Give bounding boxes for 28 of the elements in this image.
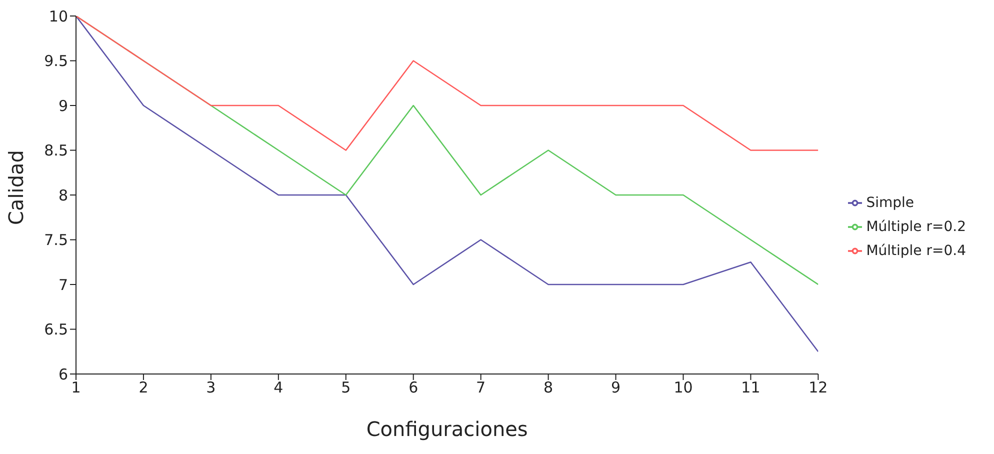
- y-tick-label: 6.5: [44, 320, 68, 339]
- x-tick-label: 5: [341, 378, 351, 397]
- x-tick-label: 3: [206, 378, 216, 397]
- legend-label: Simple: [866, 195, 914, 211]
- y-tick-label: 8: [58, 186, 68, 204]
- x-tick-label: 8: [544, 378, 554, 397]
- line-series: [76, 16, 818, 352]
- x-axis-title: Configuraciones: [366, 417, 528, 441]
- x-tick-label: 7: [476, 378, 486, 397]
- x-tick-label: 12: [808, 378, 828, 397]
- y-tick-label: 10: [48, 7, 68, 26]
- y-tick-label: 6: [58, 365, 68, 384]
- x-tick-label: 6: [408, 378, 418, 397]
- legend-label: Múltiple r=0.2: [866, 219, 966, 235]
- y-tick-label: 7.5: [44, 231, 68, 250]
- line-series: [76, 16, 818, 151]
- y-tick-label: 9: [58, 96, 68, 115]
- x-tick-label: 10: [674, 378, 693, 397]
- y-tick-label: 9.5: [44, 52, 68, 70]
- x-tick-label: 1: [71, 378, 81, 397]
- y-axis-title: Calidad: [4, 150, 28, 225]
- legend-label: Múltiple r=0.4: [866, 243, 966, 259]
- x-tick-label: 4: [274, 378, 284, 397]
- x-tick-label: 11: [741, 378, 760, 397]
- y-tick-label: 7: [58, 276, 68, 294]
- x-tick-label: 9: [611, 378, 621, 397]
- x-tick-label: 2: [138, 378, 148, 397]
- y-tick-label: 8.5: [44, 142, 68, 160]
